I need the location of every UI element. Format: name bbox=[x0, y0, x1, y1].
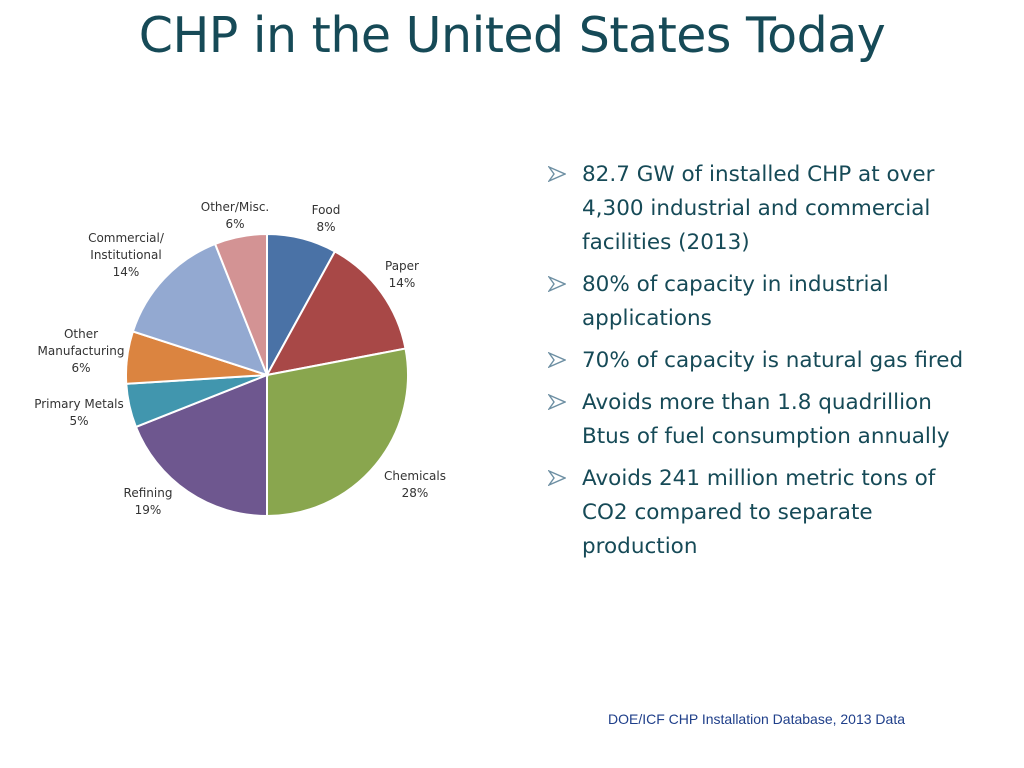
pie-label-value: 28% bbox=[402, 486, 429, 500]
pie-slice-paper bbox=[265, 250, 407, 377]
pie-label-value: 8% bbox=[316, 220, 335, 234]
pie-label-name: Chemicals bbox=[384, 469, 446, 483]
bullet-text: 80% of capacity in industrial applicatio… bbox=[582, 272, 889, 331]
bullet-list: 82.7 GW of installed CHP at over 4,300 i… bbox=[548, 158, 978, 572]
pie-label: Other/Misc. 6% bbox=[201, 200, 269, 231]
bullet-item: 70% of capacity is natural gas fired bbox=[548, 344, 978, 378]
bullet-text: Avoids more than 1.8 quadrillion Btus of… bbox=[582, 390, 950, 449]
source-note: DOE/ICF CHP Installation Database, 2013 … bbox=[608, 711, 906, 727]
pie-label: Other Manufacturing 6% bbox=[38, 327, 125, 375]
pie-label: Commercial/Institutional 14% bbox=[88, 231, 165, 279]
bullet-item: Avoids more than 1.8 quadrillion Btus of… bbox=[548, 386, 978, 454]
pie-label-name: Food bbox=[312, 203, 341, 217]
arrowhead-bullet-icon bbox=[548, 166, 566, 182]
pie-label: Refining 19% bbox=[124, 486, 173, 517]
pie-chart-svg: Food 8% Paper 14% Chemicals 28% Refining 19% Pri… bbox=[34, 200, 446, 518]
bullet-item: Avoids 241 million metric tons of CO2 co… bbox=[548, 462, 978, 564]
pie-label-value: 6% bbox=[71, 361, 90, 375]
pie-label: Chemicals 28% bbox=[384, 469, 446, 500]
arrowhead-bullet-icon bbox=[548, 276, 566, 292]
pie-label-value: 14% bbox=[113, 265, 140, 279]
pie-label-value: 14% bbox=[389, 276, 416, 290]
pie-label-name: Manufacturing bbox=[38, 344, 125, 358]
pie-label-name: Refining bbox=[124, 486, 173, 500]
pie-slice-refining bbox=[134, 373, 268, 518]
pie-label-value: 19% bbox=[135, 503, 162, 517]
pie-label-name: Commercial/ bbox=[88, 231, 165, 245]
pie-slice-chemicals bbox=[266, 347, 409, 518]
pie-slice-commercial-institutional bbox=[131, 242, 269, 377]
bullet-text: 70% of capacity is natural gas fired bbox=[582, 348, 964, 373]
bullet-item: 80% of capacity in industrial applicatio… bbox=[548, 268, 978, 336]
bullet-text: Avoids 241 million metric tons of CO2 co… bbox=[582, 466, 936, 559]
arrowhead-bullet-icon bbox=[548, 352, 566, 368]
pie-label-name: Primary Metals bbox=[34, 397, 124, 411]
pie-label-name: Paper bbox=[385, 259, 419, 273]
pie-slice-other-misc bbox=[213, 232, 268, 376]
pie-slices bbox=[125, 232, 409, 518]
pie-label: Food 8% bbox=[312, 203, 341, 234]
pie-chart: Food 8% Paper 14% Chemicals 28% Refining 19% Pri… bbox=[0, 180, 520, 540]
pie-label: Primary Metals 5% bbox=[34, 397, 124, 428]
pie-label-value: 5% bbox=[69, 414, 88, 428]
slide-title: CHP in the United States Today bbox=[138, 7, 886, 64]
pie-label-value: 6% bbox=[225, 217, 244, 231]
bullet-text: 82.7 GW of installed CHP at over 4,300 i… bbox=[582, 162, 935, 255]
bullet-item: 82.7 GW of installed CHP at over 4,300 i… bbox=[548, 158, 978, 260]
pie-label-name: Institutional bbox=[90, 248, 161, 262]
pie-labels: Food 8% Paper 14% Chemicals 28% Refining 19% Pri… bbox=[34, 200, 446, 517]
pie-label-name: Other bbox=[64, 327, 98, 341]
pie-label-name: Other/Misc. bbox=[201, 200, 269, 214]
arrowhead-bullet-icon bbox=[548, 394, 566, 410]
arrowhead-bullet-icon bbox=[548, 470, 566, 486]
pie-label: Paper 14% bbox=[385, 259, 419, 290]
